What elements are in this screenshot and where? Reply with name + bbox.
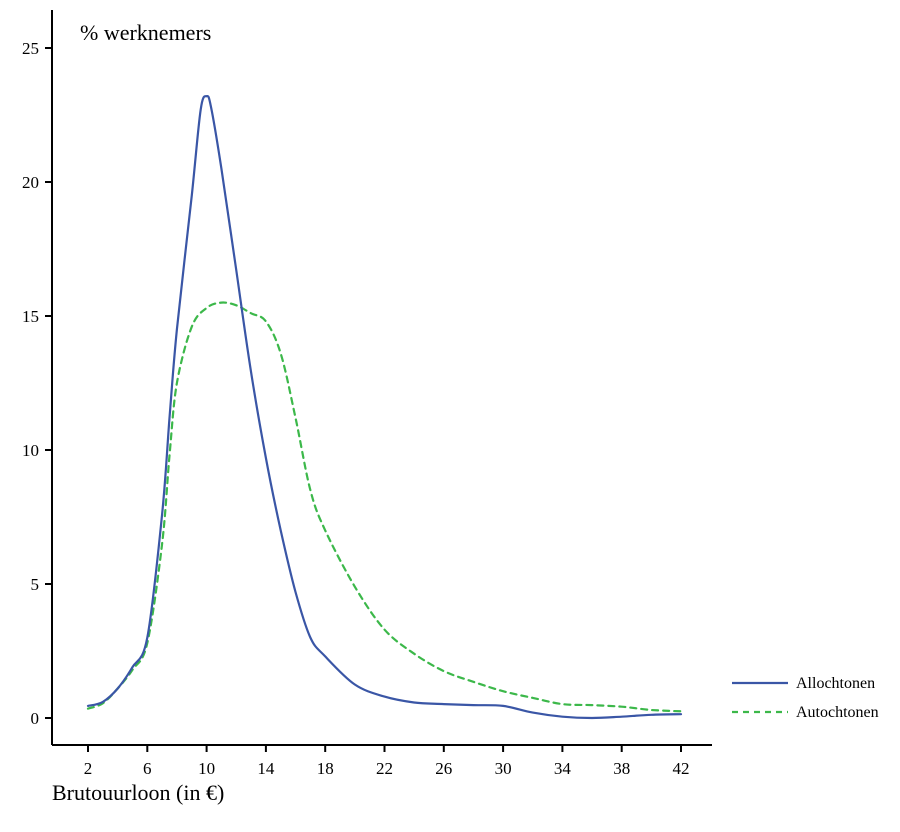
x-tick-label: 14	[257, 759, 275, 778]
y-tick-label: 0	[31, 709, 40, 728]
x-tick-label: 22	[376, 759, 393, 778]
y-tick-label: 20	[22, 173, 39, 192]
axes	[51, 10, 712, 746]
y-tick-label: 15	[22, 307, 39, 326]
y-tick-label: 5	[31, 575, 40, 594]
y-axis-title: % werknemers	[80, 20, 211, 45]
series-line-autochtonen	[86, 301, 683, 713]
x-tick-label: 6	[143, 759, 152, 778]
legend-item-allochtonen: Allochtonen	[732, 675, 875, 692]
legend-label-autochtonen: Autochtonen	[796, 704, 879, 721]
x-tick-label: 34	[554, 759, 572, 778]
x-tick-label: 26	[435, 759, 452, 778]
x-axis-title: Brutouurloon (in €)	[52, 780, 224, 805]
x-ticks: 2 6 10 14 18 22 26 30 34 38 42	[84, 745, 690, 778]
series-line-allochtonen	[86, 94, 683, 720]
x-tick-label: 30	[495, 759, 512, 778]
y-tick-label: 25	[22, 39, 39, 58]
x-tick-label: 10	[198, 759, 215, 778]
legend-item-autochtonen: Autochtonen	[732, 704, 879, 721]
x-tick-label: 38	[613, 759, 630, 778]
y-ticks: 0 5 10 15 20 25	[22, 39, 52, 728]
x-tick-label: 42	[673, 759, 690, 778]
y-tick-label: 10	[22, 441, 39, 460]
series-layer	[86, 94, 683, 720]
x-tick-label: 18	[317, 759, 334, 778]
x-tick-label: 2	[84, 759, 93, 778]
legend-label-allochtonen: Allochtonen	[796, 675, 875, 692]
legend: Allochtonen Autochtonen	[732, 675, 879, 721]
